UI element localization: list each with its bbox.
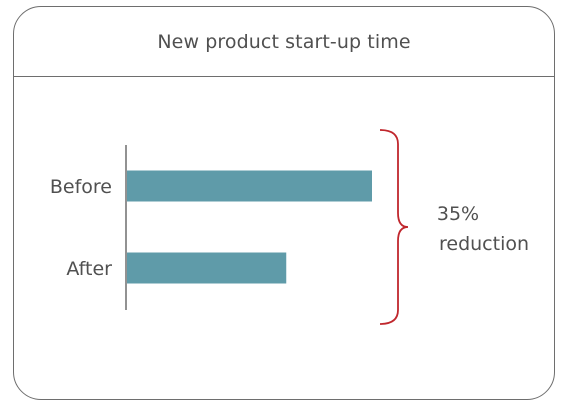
- bar-before: [127, 170, 372, 202]
- annotation-text: reduction: [439, 233, 529, 255]
- category-label-before: Before: [50, 176, 112, 198]
- chart-header: New product start-up time: [14, 7, 554, 77]
- bars-group: [127, 170, 372, 284]
- category-label-after: After: [66, 258, 112, 280]
- chart-title: New product start-up time: [157, 30, 411, 53]
- chart-card: New product start-up time: [13, 6, 555, 400]
- bar-after: [127, 252, 287, 284]
- category-labels: Before After: [50, 176, 112, 280]
- reduction-bracket: [379, 129, 409, 325]
- annotation-percent: 35%: [437, 203, 479, 225]
